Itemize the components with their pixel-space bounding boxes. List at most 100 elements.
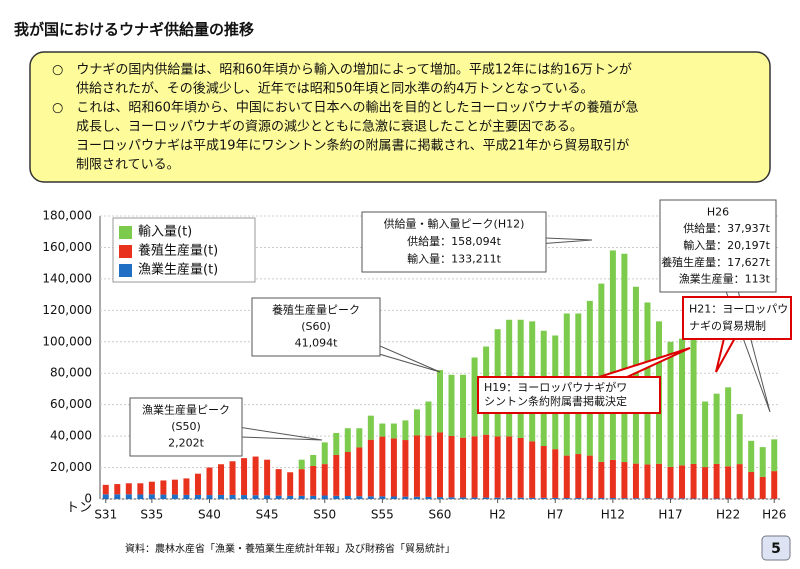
bar-segment	[310, 455, 316, 466]
x-tick-label: H7	[547, 508, 564, 522]
bar-segment	[149, 494, 155, 499]
legend-label: 養殖生産量(t)	[138, 243, 218, 259]
callout-text: 41,094t	[295, 337, 338, 350]
bar-segment	[541, 446, 547, 498]
callout-text: 輸入量：20,197t	[683, 238, 770, 252]
bar-segment	[264, 460, 270, 496]
bar-segment	[345, 452, 351, 496]
bar-segment	[103, 485, 109, 494]
bar-segment	[737, 464, 743, 499]
bar-segment	[633, 287, 639, 464]
callout-text: ナギの貿易規制	[689, 319, 766, 333]
bar-segment	[379, 496, 385, 499]
bar-segment	[241, 458, 247, 495]
x-tick-label: H22	[716, 508, 740, 522]
bar-segment	[160, 480, 166, 494]
x-tick-label: S50	[313, 508, 336, 522]
bar-segment	[656, 498, 662, 499]
bar-segment	[322, 496, 328, 499]
bar-segment	[587, 498, 593, 499]
bar-segment	[241, 495, 247, 499]
legend-swatch	[119, 245, 132, 258]
bar-segment	[333, 433, 339, 455]
y-tick-label: 140,000	[42, 271, 92, 285]
summary-line: 供給されたが、その後減少し、近年では昭和50年頃と同水準の約4万トンとなっている…	[76, 81, 594, 97]
callout-text: 供給量：158,094t	[407, 234, 501, 248]
summary-line: 制限されている。	[76, 158, 180, 173]
bar-segment	[230, 495, 236, 499]
bar-segment	[449, 436, 455, 497]
bar-segment	[472, 358, 478, 437]
summary-line: ○ これは、昭和60年頃から、中国において日本への輸出を目的としたヨーロッパウナ…	[52, 100, 639, 116]
bar-segment	[356, 496, 362, 499]
bar-segment	[425, 497, 431, 499]
summary-line: ヨーロッパウナギは平成19年にワシントン条約の附属書に掲載され、平成21年から貿…	[76, 138, 629, 154]
bar-segment	[425, 436, 431, 497]
bar-segment	[541, 498, 547, 499]
bar-segment	[230, 461, 236, 495]
bar-segment	[679, 339, 685, 466]
bar-segment	[276, 469, 282, 496]
bar-segment	[310, 496, 316, 499]
bar-segment	[725, 466, 731, 498]
bar-segment	[437, 497, 443, 499]
bar-segment	[460, 375, 466, 438]
x-tick-label: S40	[198, 508, 221, 522]
legend-label: 漁業生産量(t)	[138, 262, 218, 278]
bar-segment	[195, 474, 201, 495]
callout-text: H19：ヨーロッパウナギがワ	[484, 380, 627, 394]
bar-segment	[564, 498, 570, 499]
bar-segment	[333, 496, 339, 499]
bar-segment	[610, 498, 616, 499]
bar-segment	[449, 497, 455, 499]
bar-segment	[668, 467, 674, 498]
bar-segment	[598, 462, 604, 498]
callout-text: H21：ヨーロッパウ	[689, 303, 788, 316]
bar-segment	[253, 495, 259, 499]
bar-segment	[218, 495, 224, 499]
bar-segment	[206, 495, 212, 499]
callout-text: シントン条約附属書掲載決定	[484, 394, 627, 408]
bar-segment	[714, 464, 720, 499]
bar-segment	[656, 464, 662, 499]
bar-segment	[137, 483, 143, 494]
bar-segment	[414, 497, 420, 499]
bar-segment	[702, 467, 708, 498]
bar-segment	[310, 466, 316, 496]
bar-segment	[402, 420, 408, 440]
bar-segment	[575, 454, 581, 498]
callout-text: H26	[707, 205, 729, 218]
bar-segment	[691, 334, 697, 464]
bar-segment	[760, 477, 766, 499]
bar-segment	[449, 375, 455, 436]
bar-segment	[195, 495, 201, 499]
bar-segment	[575, 498, 581, 499]
bar-segment	[287, 496, 293, 499]
bar-segment	[391, 424, 397, 439]
bar-segment	[356, 428, 362, 447]
bar-segment	[679, 465, 685, 498]
bar-segment	[218, 464, 224, 495]
bar-segment	[368, 496, 374, 499]
bar-segment	[322, 464, 328, 495]
bar-segment	[610, 460, 616, 498]
bar-segment	[633, 498, 639, 499]
bar-segment	[495, 436, 501, 497]
bar-segment	[529, 498, 535, 499]
y-tick-label: 60,000	[50, 397, 92, 411]
y-tick-label: 100,000	[42, 334, 92, 348]
y-tick-label: 80,000	[50, 366, 92, 380]
y-tick-label: 180,000	[42, 209, 92, 223]
bar-segment	[149, 482, 155, 495]
bar-segment	[402, 440, 408, 497]
bar-segment	[114, 484, 120, 494]
callout-text: 養殖生産量ピーク	[272, 302, 360, 316]
bar-segment	[103, 494, 109, 499]
bar-segment	[287, 472, 293, 496]
bar-segment	[598, 284, 604, 462]
bar-segment	[679, 498, 685, 499]
callout-text: 養殖生産量：17,627t	[661, 255, 770, 269]
x-tick-label: S35	[140, 508, 163, 522]
y-tick-label: 0	[84, 492, 92, 506]
